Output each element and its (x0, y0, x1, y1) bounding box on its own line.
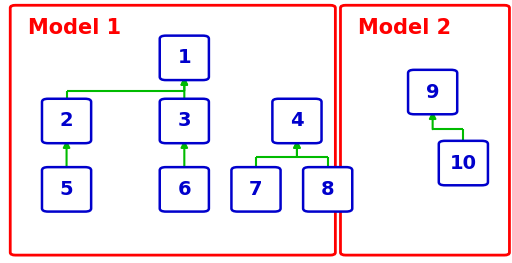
Text: 7: 7 (249, 180, 263, 199)
Text: 8: 8 (321, 180, 334, 199)
Text: 4: 4 (290, 112, 304, 130)
Text: Model 2: Model 2 (358, 18, 452, 38)
FancyBboxPatch shape (272, 99, 322, 143)
FancyBboxPatch shape (42, 167, 91, 211)
Text: 5: 5 (60, 180, 73, 199)
FancyBboxPatch shape (160, 99, 209, 143)
Text: 3: 3 (178, 112, 191, 130)
FancyBboxPatch shape (160, 167, 209, 211)
Text: 6: 6 (178, 180, 191, 199)
Text: 10: 10 (450, 154, 477, 173)
FancyBboxPatch shape (340, 5, 509, 255)
Text: 9: 9 (426, 83, 439, 102)
Text: 2: 2 (60, 112, 73, 130)
FancyBboxPatch shape (439, 141, 488, 185)
FancyBboxPatch shape (408, 70, 457, 114)
Text: 1: 1 (178, 48, 191, 67)
FancyBboxPatch shape (231, 167, 281, 211)
FancyBboxPatch shape (42, 99, 91, 143)
FancyBboxPatch shape (10, 5, 335, 255)
Text: Model 1: Model 1 (28, 18, 121, 38)
FancyBboxPatch shape (303, 167, 352, 211)
FancyBboxPatch shape (160, 36, 209, 80)
